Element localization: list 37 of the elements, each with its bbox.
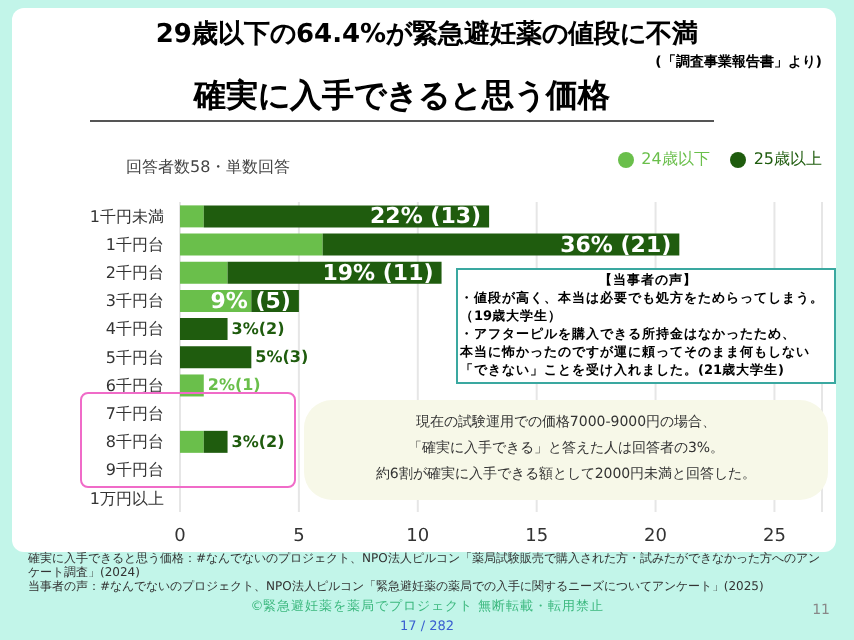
bar bbox=[180, 233, 323, 256]
y-tick-label: 2千円台 bbox=[105, 264, 164, 283]
x-tick-label: 15 bbox=[525, 526, 549, 547]
x-tick-label: 10 bbox=[406, 526, 430, 547]
bar bbox=[180, 261, 228, 284]
y-tick-label: 9千円台 bbox=[105, 461, 164, 480]
bar bbox=[180, 318, 228, 341]
x-tick-label: 20 bbox=[644, 526, 668, 547]
y-tick-label: 4千円台 bbox=[105, 320, 164, 339]
total-label: 5%(3) bbox=[255, 348, 309, 367]
total-label: 22% (13) bbox=[370, 203, 482, 230]
y-tick-label: 7千円台 bbox=[105, 405, 164, 424]
bar bbox=[180, 346, 252, 369]
chart-title: 29歳以下の64.4%が緊急避妊薬の値段に不満 bbox=[153, 17, 701, 52]
y-tick-label: 1万円以上 bbox=[89, 489, 164, 508]
y-tick-label: 1千円台 bbox=[105, 235, 164, 254]
total-label: 3%(2) bbox=[231, 320, 285, 339]
bar bbox=[180, 430, 204, 453]
y-tick-label: 3千円台 bbox=[105, 292, 164, 311]
x-tick-label: 5 bbox=[293, 526, 305, 547]
x-tick-label: 25 bbox=[762, 526, 786, 547]
bar bbox=[203, 430, 228, 453]
chart-subtitle: 確実に入手できると思う価格 bbox=[90, 76, 714, 122]
total-label: 2%(1) bbox=[207, 376, 261, 395]
text: 回答者数58・単数回答 bbox=[126, 156, 291, 178]
legend-label: 24歳以下 bbox=[641, 150, 710, 168]
y-tick-label: 5千円台 bbox=[105, 348, 164, 367]
total-label: 36% (21) bbox=[560, 231, 672, 258]
bar bbox=[180, 374, 204, 397]
total-label: 9% (5) bbox=[210, 287, 291, 314]
y-tick-label: 8千円台 bbox=[105, 433, 164, 452]
total-label: 19% (11) bbox=[322, 259, 434, 286]
bar bbox=[180, 205, 204, 228]
y-tick-label: 1千円未満 bbox=[89, 207, 164, 226]
legend-label: 25歳以上 bbox=[753, 150, 822, 168]
x-tick-label: 0 bbox=[174, 526, 187, 547]
total-label: 3%(2) bbox=[231, 432, 285, 451]
